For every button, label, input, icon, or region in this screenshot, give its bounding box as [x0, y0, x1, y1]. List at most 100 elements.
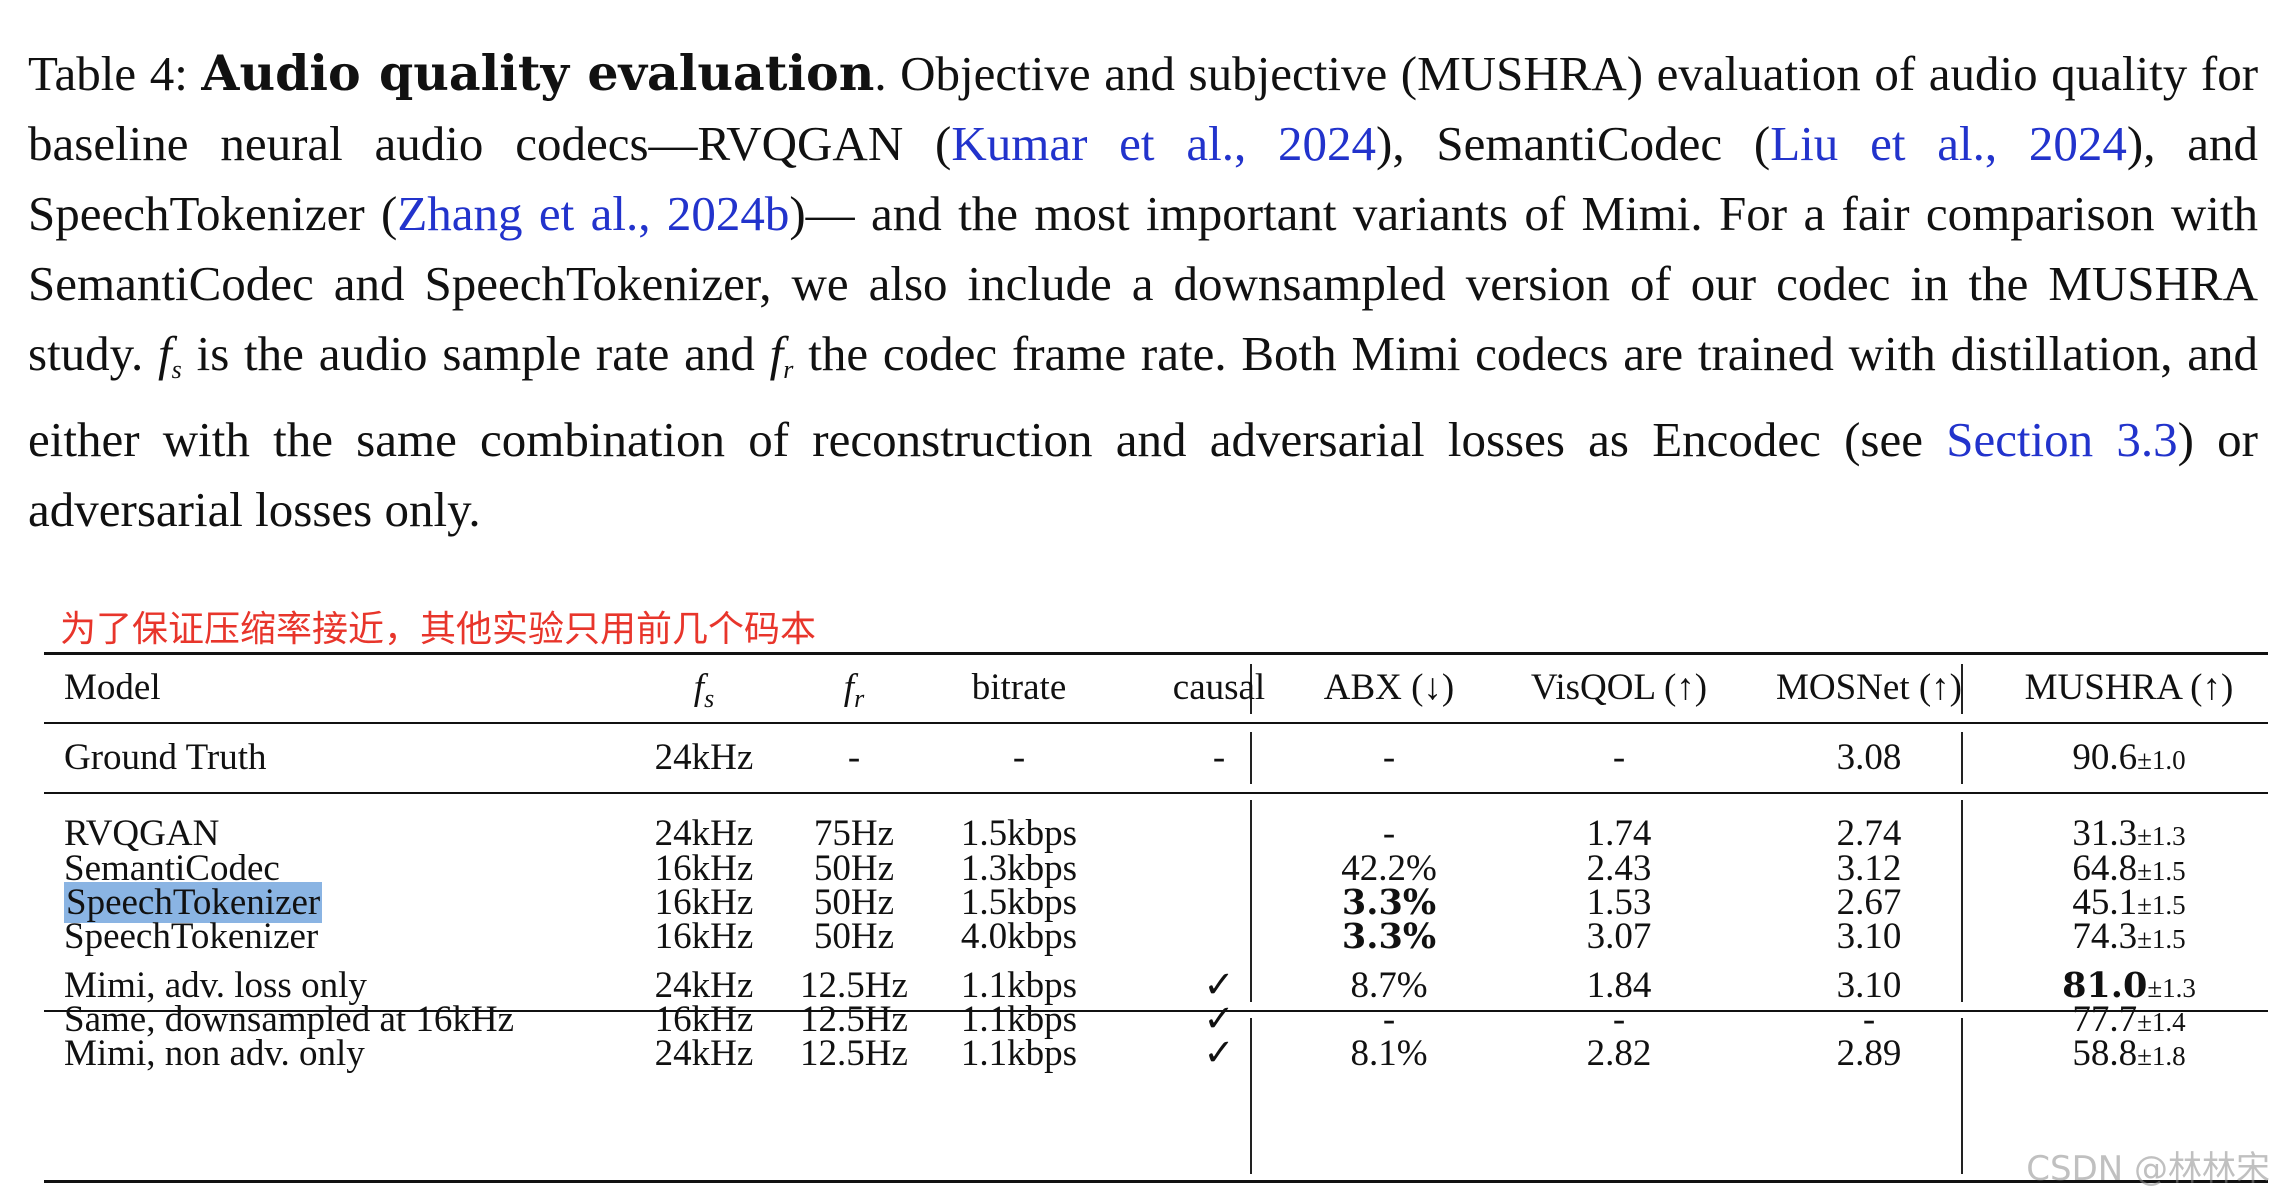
cell-model: Mimi, non adv. only [64, 1033, 365, 1074]
caption-text: . Objective and subjective (MUSHRA) eval… [28, 46, 2259, 171]
caption-text: ) or adversarial losses only. [28, 412, 2258, 537]
cell-abx: 8.7% [1350, 965, 1428, 1006]
cell-fr: 50Hz [813, 916, 895, 957]
cell-model: SpeechTokenizer [64, 916, 319, 957]
cell-fs: 24kHz [654, 737, 754, 778]
caption-text: ), and SpeechTokenizer ( [28, 116, 2259, 241]
cell-causal: - [1212, 737, 1226, 778]
header-fs: fs [693, 667, 715, 713]
cell-fs: 16kHz [654, 882, 754, 923]
cell-fs: 24kHz [654, 813, 754, 854]
separator-causal-abx [1250, 1018, 1252, 1174]
header-model: Model [64, 667, 161, 708]
cell-bitrate: 1.1kbps [960, 1033, 1078, 1074]
caption-title: Audio quality evaluation [201, 44, 875, 102]
separator-mosnet-mushra [1961, 664, 1963, 714]
caption-text: is the audio sample rate and [181, 326, 770, 381]
cell-fr: 75Hz [813, 813, 895, 854]
table-header: Model fs fr bitrate causal ABX (↓) VisQO… [44, 663, 2268, 713]
cell-fs: 16kHz [654, 848, 754, 889]
table-row: Ground Truth 24kHz - - - - - 3.08 90.6±1.0 [44, 733, 2268, 783]
caption-label: Table 4: [28, 46, 188, 101]
cell-causal: ✓ [1203, 1033, 1235, 1074]
cell-mosnet: - [1862, 999, 1876, 1040]
cell-mushra: 31.3±1.3 [2072, 813, 2186, 854]
header-visqol: VisQOL (↑) [1530, 667, 1708, 708]
cell-mosnet: 2.67 [1836, 882, 1902, 923]
header-fr: fr [843, 667, 865, 713]
cell-bitrate: 1.3kbps [960, 848, 1078, 889]
cell-visqol: 1.84 [1586, 965, 1652, 1006]
cell-bitrate: - [1012, 737, 1026, 778]
header-mosnet: MOSNet (↑) [1775, 667, 1962, 708]
citation-zhang[interactable]: Zhang et al., 2024b [397, 186, 790, 241]
table-caption: Table 4: Audio quality evaluation. Objec… [28, 38, 2258, 545]
group-rule-1 [44, 792, 2268, 794]
cell-mosnet: 3.10 [1836, 916, 1902, 957]
bottom-rule [44, 1180, 2268, 1183]
cell-visqol: 2.82 [1586, 1033, 1652, 1074]
cell-visqol: 1.74 [1586, 813, 1652, 854]
citation-kumar[interactable]: Kumar et al., 2024 [951, 116, 1376, 171]
separator-causal-abx [1250, 732, 1252, 784]
cell-visqol: - [1612, 737, 1626, 778]
header-bitrate: bitrate [971, 667, 1067, 708]
cell-visqol: 3.07 [1586, 916, 1652, 957]
citation-liu[interactable]: Liu et al., 2024 [1770, 116, 2127, 171]
cell-fs: 16kHz [654, 916, 754, 957]
cell-mushra: 77.7±1.4 [2072, 999, 2186, 1040]
cell-model: Mimi, adv. loss only [64, 965, 367, 1006]
watermark: CSDN @林林宋 [2026, 1149, 2270, 1189]
cell-model: RVQGAN [64, 813, 220, 854]
table-row: Mimi, adv. loss only 24kHz 12.5Hz 1.1kbps ✓ 8… [44, 961, 2268, 1011]
cell-mosnet: 3.10 [1836, 965, 1902, 1006]
fr-symbol: fr [769, 326, 794, 384]
separator-causal-abx [1250, 800, 1252, 1002]
cell-bitrate: 1.5kbps [960, 882, 1078, 923]
section-link[interactable]: Section 3.3 [1946, 412, 2178, 467]
cell-mushra: 81.0±1.3 [2062, 965, 2196, 1006]
cell-bitrate: 4.0kbps [960, 916, 1078, 957]
cell-mushra: 45.1±1.5 [2072, 882, 2186, 923]
cell-abx: - [1382, 813, 1396, 854]
cell-mosnet: 2.89 [1836, 1033, 1902, 1074]
fs-symbol: fs [158, 326, 182, 384]
cell-mosnet: 3.12 [1836, 848, 1902, 889]
header-rule [44, 722, 2268, 724]
cell-abx: 42.2% [1341, 848, 1437, 889]
cell-abx: - [1382, 737, 1396, 778]
header-abx: ABX (↓) [1323, 667, 1455, 708]
table-row: RVQGAN 24kHz 75Hz 1.5kbps - 1.74 2.74 31.3±1.3 [44, 809, 2268, 859]
separator-mosnet-mushra [1961, 732, 1963, 784]
separator-causal-abx [1250, 664, 1252, 714]
separator-mosnet-mushra [1961, 800, 1963, 1002]
cell-bitrate: 1.5kbps [960, 813, 1078, 854]
cell-visqol: 1.53 [1586, 882, 1652, 923]
separator-mosnet-mushra [1961, 1018, 1963, 1174]
cell-mushra: 64.8±1.5 [2072, 848, 2186, 889]
cell-fr: 12.5Hz [800, 965, 908, 1006]
cell-abx: 8.1% [1350, 1033, 1428, 1074]
cell-causal: ✓ [1203, 999, 1235, 1040]
table-row: Same, downsampled at 16kHz 16kHz 12.5Hz 1.1… [44, 995, 2268, 1045]
table-row: Mimi, non adv. only 24kHz 12.5Hz 1.1kbps ✓ 8.… [44, 1029, 2268, 1079]
cell-bitrate: 1.1kbps [960, 965, 1078, 1006]
cell-fr: 50Hz [813, 882, 895, 923]
top-rule [44, 652, 2268, 655]
cell-mushra: 58.8±1.8 [2072, 1033, 2186, 1074]
header-causal: causal [1172, 667, 1266, 708]
cell-abx: 3.3% [1341, 916, 1437, 957]
table-row: SpeechTokenizer 16kHz 50Hz 1.5kbps 3.3% 1.53 2… [44, 878, 2268, 928]
red-annotation: 为了保证压缩率接近，其他实验只用前几个码本 [60, 609, 817, 650]
cell-visqol: - [1612, 999, 1626, 1040]
cell-fr: 12.5Hz [800, 1033, 908, 1074]
cell-model: Same, downsampled at 16kHz [64, 999, 515, 1040]
cell-abx: 3.3% [1341, 882, 1437, 923]
table-row: SpeechTokenizer 16kHz 50Hz 4.0kbps 3.3% 3.07 3… [44, 912, 2268, 962]
cell-causal: ✓ [1203, 965, 1235, 1006]
cell-mosnet: 3.08 [1836, 737, 1902, 778]
cell-model: SpeechTokenizer [64, 882, 323, 923]
cell-model: Ground Truth [64, 737, 267, 778]
cell-visqol: 2.43 [1586, 848, 1652, 889]
cell-fs: 24kHz [654, 1033, 754, 1074]
